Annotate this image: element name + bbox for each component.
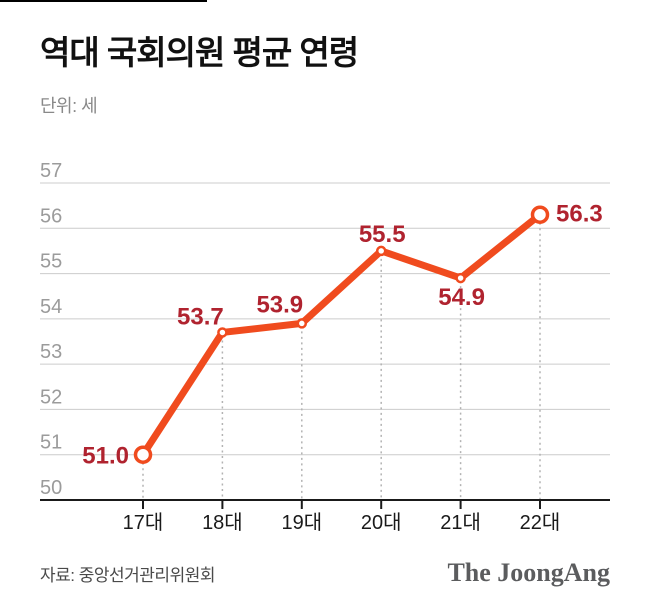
x-axis bbox=[40, 499, 610, 509]
joongang-logo: The JoongAng bbox=[447, 558, 610, 587]
data-point bbox=[133, 445, 153, 464]
value-label: 55.5 bbox=[359, 221, 406, 248]
source-label: 자료: 중앙선거관리위원회 bbox=[40, 566, 216, 585]
x-tick-label: 17대 bbox=[123, 511, 164, 534]
x-tick-label: 20대 bbox=[361, 511, 402, 534]
x-tick-label: 19대 bbox=[281, 511, 322, 534]
value-label: 53.7 bbox=[177, 303, 224, 330]
y-tick-label: 50 bbox=[40, 477, 62, 499]
value-labels: 51.0 53.7 53.9 55.5 54.9 56.3 bbox=[82, 201, 602, 470]
x-tick-label: 18대 bbox=[202, 511, 243, 534]
value-label: 53.9 bbox=[256, 291, 303, 318]
data-point bbox=[455, 272, 466, 284]
value-label: 54.9 bbox=[438, 284, 485, 311]
unit-label: 단위: 세 bbox=[40, 96, 98, 116]
y-tick-label: 55 bbox=[40, 251, 62, 273]
leader-lines bbox=[142, 222, 541, 499]
x-tick-label: 21대 bbox=[440, 511, 481, 534]
y-axis-labels: 50 51 52 53 54 55 56 57 bbox=[40, 160, 62, 499]
series-line bbox=[139, 211, 544, 459]
chart-title: 역대 국회의원 평균 연령 bbox=[40, 34, 359, 71]
y-tick-label: 57 bbox=[40, 160, 62, 182]
value-label: 51.0 bbox=[82, 443, 129, 470]
data-point bbox=[530, 205, 550, 224]
value-label: 56.3 bbox=[556, 201, 603, 228]
y-tick-label: 51 bbox=[40, 432, 62, 454]
y-tick-label: 52 bbox=[40, 386, 62, 408]
x-tick-label: 22대 bbox=[520, 511, 561, 534]
data-point bbox=[217, 327, 228, 338]
top-rule bbox=[0, 0, 207, 2]
y-tick-label: 56 bbox=[40, 205, 62, 227]
data-point bbox=[296, 318, 308, 329]
data-point-markers bbox=[133, 205, 550, 464]
x-axis-labels: 17대 18대 19대 20대 21대 22대 bbox=[123, 511, 561, 534]
y-tick-label: 54 bbox=[40, 296, 62, 318]
data-point bbox=[375, 245, 387, 257]
y-tick-label: 53 bbox=[40, 341, 62, 363]
